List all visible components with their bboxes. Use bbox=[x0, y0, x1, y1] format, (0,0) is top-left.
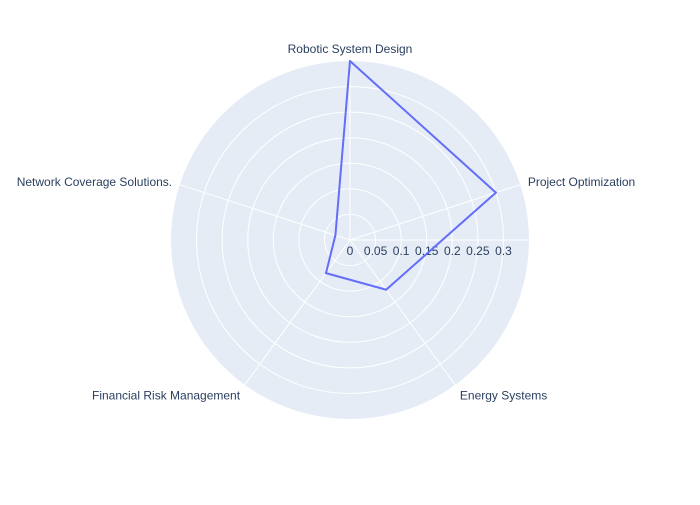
category-label-3: Financial Risk Management bbox=[92, 388, 241, 402]
data-point-2 bbox=[385, 288, 388, 291]
radial-tick-label-1: 0.05 bbox=[364, 244, 388, 258]
series-line bbox=[325, 60, 497, 291]
angular-gridline-3 bbox=[244, 239, 351, 386]
category-label-1: Project Optimization bbox=[528, 175, 635, 189]
data-point-1 bbox=[494, 191, 497, 194]
radial-tick-label-5: 0.25 bbox=[466, 244, 490, 258]
angular-gridline-2 bbox=[349, 239, 456, 386]
data-point-4 bbox=[334, 234, 337, 237]
angular-gridline-1 bbox=[349, 184, 521, 241]
category-label-2: Energy Systems bbox=[460, 388, 547, 402]
angular-gridline-4 bbox=[179, 184, 351, 241]
radial-tick-label-2: 0.1 bbox=[393, 244, 410, 258]
radial-tick-label-4: 0.2 bbox=[444, 244, 461, 258]
category-label-0: Robotic System Design bbox=[288, 42, 413, 56]
category-label-4: Network Coverage Solutions. bbox=[17, 175, 172, 189]
data-point-0 bbox=[349, 60, 351, 62]
data-point-3 bbox=[324, 272, 327, 275]
radial-tick-label-0: 0 bbox=[347, 244, 354, 258]
radial-tick-label-6: 0.3 bbox=[495, 244, 512, 258]
